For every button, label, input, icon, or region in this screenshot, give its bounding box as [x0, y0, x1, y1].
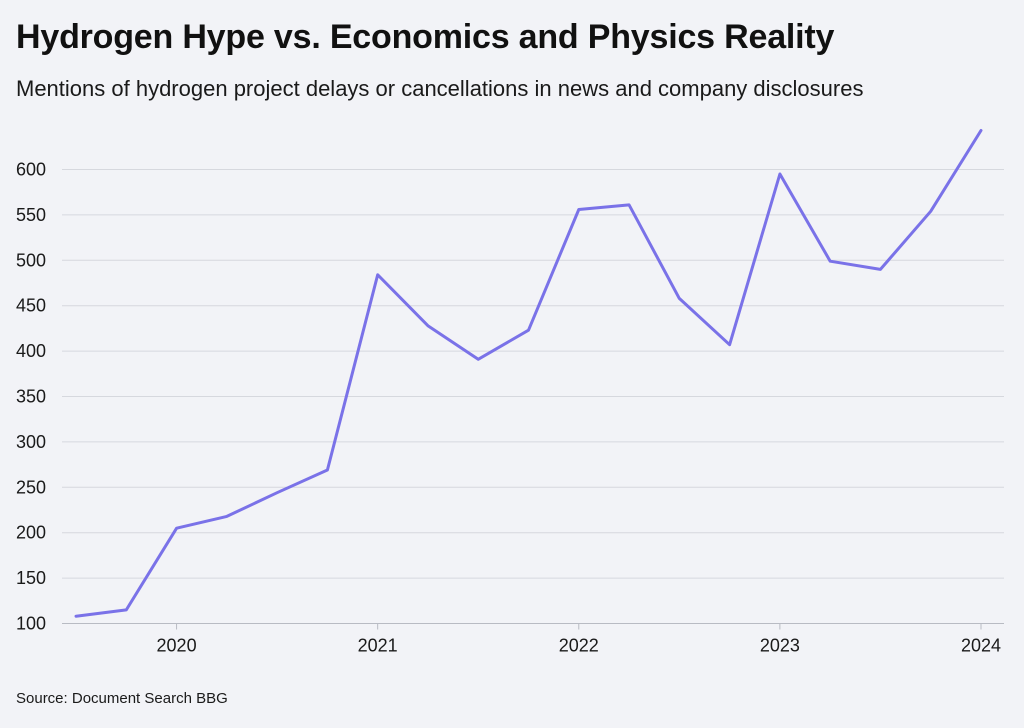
y-tick-label-500: 500 — [16, 250, 46, 270]
x-tick-label-2021: 2021 — [358, 636, 398, 656]
data-point — [175, 526, 179, 530]
y-tick-label-150: 150 — [16, 568, 46, 588]
y-tick-label-300: 300 — [16, 432, 46, 452]
data-point — [929, 209, 933, 213]
data-point — [677, 296, 681, 300]
y-tick-label-200: 200 — [16, 523, 46, 543]
data-point — [325, 468, 329, 472]
x-tick-label-2020: 2020 — [157, 636, 197, 656]
chart-title: Hydrogen Hype vs. Economics and Physics … — [16, 18, 835, 56]
y-tick-label-350: 350 — [16, 387, 46, 407]
data-point — [527, 328, 531, 332]
data-point — [476, 357, 480, 361]
data-point — [74, 614, 78, 618]
series-line-mentions — [74, 129, 983, 618]
y-axis: 100 150 200 250 300 350 400 450 500 550 600 — [16, 160, 46, 634]
source-note: Source: Document Search BBG — [16, 690, 228, 707]
y-tick-label-600: 600 — [16, 160, 46, 180]
data-point — [878, 267, 882, 271]
data-point — [225, 514, 229, 518]
data-point — [376, 273, 380, 277]
grid-lines — [62, 169, 1004, 579]
x-axis: 2020 2021 2022 2023 2024 — [62, 623, 1004, 656]
data-point — [577, 207, 581, 211]
data-point — [627, 203, 631, 207]
data-point — [426, 324, 430, 328]
y-tick-label-100: 100 — [16, 614, 46, 634]
x-tick-label-2024: 2024 — [961, 636, 1001, 656]
data-point — [828, 259, 832, 263]
series-group — [74, 128, 983, 618]
x-tick-label-2023: 2023 — [760, 636, 800, 656]
y-tick-label-250: 250 — [16, 477, 46, 497]
y-tick-label-550: 550 — [16, 205, 46, 225]
x-tick-label-2022: 2022 — [559, 636, 599, 656]
y-tick-label-400: 400 — [16, 341, 46, 361]
data-point — [778, 172, 782, 176]
chart-subtitle: Mentions of hydrogen project delays or c… — [16, 76, 864, 101]
data-point — [728, 343, 732, 347]
y-tick-label-450: 450 — [16, 296, 46, 316]
data-point — [979, 128, 983, 132]
data-point — [124, 608, 128, 612]
data-point — [275, 491, 279, 495]
